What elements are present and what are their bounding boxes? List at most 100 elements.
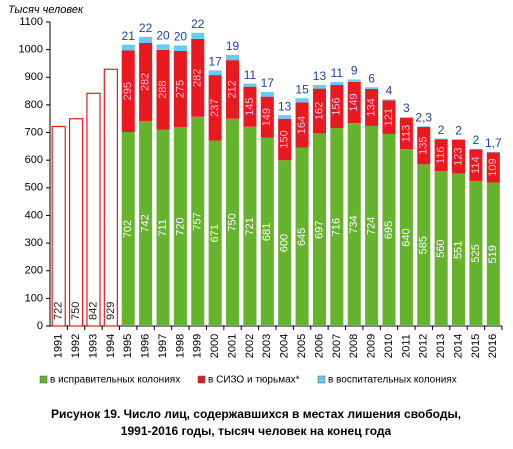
x-tick-label: 1991 bbox=[53, 334, 65, 358]
value-label: 15 bbox=[295, 82, 309, 96]
bar-segment bbox=[174, 45, 187, 51]
legend-swatch bbox=[40, 376, 47, 383]
value-label: 2 bbox=[455, 123, 462, 137]
value-label: 22 bbox=[191, 17, 205, 31]
value-label: 2,3 bbox=[415, 111, 432, 125]
y-tick-label: 700 bbox=[25, 126, 43, 138]
value-label: 702 bbox=[122, 220, 134, 238]
x-tick-label: 2005 bbox=[296, 334, 308, 358]
value-label: 237 bbox=[209, 99, 221, 117]
y-tick-label: 800 bbox=[25, 99, 43, 111]
value-label: 145 bbox=[244, 98, 256, 116]
value-label: 742 bbox=[140, 214, 152, 232]
value-label: 121 bbox=[383, 108, 395, 126]
legend-label: в исправительных колониях bbox=[50, 375, 180, 386]
value-label: 17 bbox=[208, 55, 222, 69]
value-label: 212 bbox=[226, 80, 238, 98]
value-label: 695 bbox=[383, 221, 395, 239]
value-label: 560 bbox=[435, 239, 447, 257]
legend-label: в СИЗО и тюрьмах* bbox=[208, 375, 300, 386]
value-label: 640 bbox=[400, 228, 412, 246]
bar-segment bbox=[261, 92, 274, 97]
value-label: 113 bbox=[400, 125, 412, 143]
value-label: 525 bbox=[470, 244, 482, 262]
bar-segment bbox=[122, 45, 135, 51]
x-tick-label: 2015 bbox=[470, 334, 482, 358]
x-tick-label: 2004 bbox=[279, 334, 291, 358]
bar-segment bbox=[435, 139, 448, 140]
value-label: 681 bbox=[261, 223, 273, 241]
x-tick-label: 2006 bbox=[313, 334, 325, 358]
value-label: 2 bbox=[473, 133, 480, 147]
x-tick-label: 1998 bbox=[174, 334, 186, 358]
x-tick-label: 2007 bbox=[331, 334, 343, 358]
value-label: 722 bbox=[53, 302, 65, 320]
bar-segment bbox=[87, 93, 100, 326]
x-tick-label: 2009 bbox=[366, 334, 378, 358]
bar-segment bbox=[104, 69, 117, 326]
value-label: 288 bbox=[157, 81, 169, 99]
value-label: 282 bbox=[192, 69, 204, 87]
value-label: 551 bbox=[452, 241, 464, 259]
value-label: 585 bbox=[418, 236, 430, 254]
y-axis-label: Тысяч человек bbox=[8, 4, 84, 16]
bar-segment bbox=[417, 126, 430, 127]
bar-segment bbox=[400, 117, 413, 118]
value-label: 13 bbox=[313, 69, 327, 83]
x-tick-label: 1994 bbox=[105, 334, 117, 358]
caption: Рисунок 19. Число лиц, содержавшихся в м… bbox=[51, 407, 461, 421]
y-tick-label: 100 bbox=[25, 292, 43, 304]
value-label: 17 bbox=[261, 76, 275, 90]
value-label: 134 bbox=[366, 98, 378, 116]
bar-segment bbox=[348, 79, 361, 81]
value-label: 156 bbox=[331, 97, 343, 115]
value-label: 9 bbox=[351, 64, 358, 78]
bar-segment bbox=[382, 99, 395, 100]
bar-segment bbox=[191, 33, 204, 39]
x-tick-label: 1993 bbox=[87, 334, 99, 358]
value-label: 164 bbox=[296, 116, 308, 134]
value-label: 734 bbox=[348, 215, 360, 233]
x-tick-label: 2011 bbox=[400, 334, 412, 358]
x-tick-label: 1995 bbox=[122, 334, 134, 358]
y-tick-label: 1100 bbox=[19, 16, 43, 28]
x-tick-label: 2000 bbox=[209, 334, 221, 358]
value-label: 697 bbox=[313, 221, 325, 239]
x-tick-label: 2013 bbox=[435, 334, 447, 358]
bar-segment bbox=[156, 44, 169, 50]
value-label: 750 bbox=[70, 302, 82, 320]
bar-segment bbox=[209, 70, 222, 75]
value-label: 162 bbox=[313, 102, 325, 120]
value-label: 21 bbox=[122, 29, 136, 43]
value-label: 711 bbox=[157, 219, 169, 237]
value-label: 116 bbox=[435, 146, 447, 164]
x-tick-label: 2016 bbox=[487, 334, 499, 358]
value-label: 22 bbox=[139, 21, 153, 35]
legend-swatch bbox=[318, 376, 325, 383]
value-label: 123 bbox=[452, 148, 464, 166]
value-label: 519 bbox=[487, 245, 499, 263]
bar-segment bbox=[226, 55, 239, 60]
x-tick-label: 1992 bbox=[70, 334, 82, 358]
value-label: 282 bbox=[140, 73, 152, 91]
value-label: 19 bbox=[226, 39, 240, 53]
x-tick-label: 1996 bbox=[140, 334, 152, 358]
value-label: 20 bbox=[156, 29, 170, 43]
value-label: 11 bbox=[331, 66, 344, 80]
bar-segment bbox=[70, 119, 83, 326]
y-tick-label: 400 bbox=[25, 209, 43, 221]
legend-label: в воспитательных колониях bbox=[328, 375, 457, 386]
bar-segment bbox=[278, 115, 291, 119]
bar-segment bbox=[330, 82, 343, 85]
y-tick-label: 600 bbox=[25, 154, 43, 166]
y-tick-label: 900 bbox=[25, 71, 43, 83]
y-tick-label: 200 bbox=[25, 265, 43, 277]
value-label: 2 bbox=[438, 123, 445, 137]
value-label: 645 bbox=[296, 228, 308, 246]
value-label: 275 bbox=[174, 80, 186, 98]
value-label: 149 bbox=[348, 93, 360, 111]
bar-segment bbox=[296, 98, 309, 102]
y-tick-label: 300 bbox=[25, 237, 43, 249]
bar-segment bbox=[139, 37, 152, 43]
bar-segment bbox=[452, 139, 465, 140]
